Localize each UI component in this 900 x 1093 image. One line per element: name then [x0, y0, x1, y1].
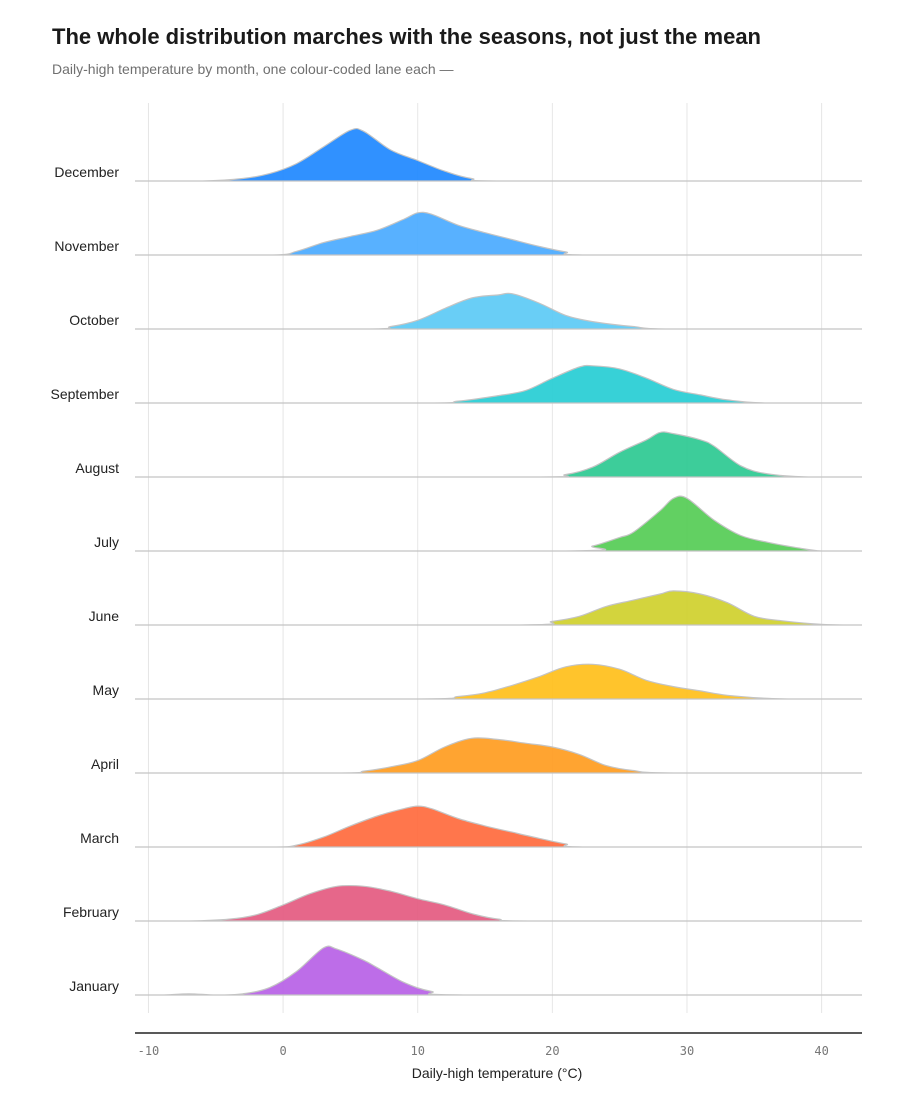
- x-axis-title: Daily-high temperature (°C): [412, 1065, 583, 1081]
- lane-july: July: [94, 495, 862, 552]
- chart-subtitle: Daily-high temperature by month, one col…: [52, 61, 454, 77]
- lane-label-february: February: [63, 904, 119, 920]
- density-november: [135, 211, 862, 256]
- x-tick-label: 30: [680, 1044, 694, 1058]
- density-september: [135, 364, 862, 404]
- density-april: [135, 737, 862, 774]
- lane-october: October: [69, 292, 862, 330]
- lane-label-december: December: [54, 164, 119, 180]
- lane-label-august: August: [75, 460, 119, 476]
- density-june: [135, 590, 863, 626]
- chart-title: The whole distribution marches with the …: [52, 24, 761, 49]
- density-february: [135, 884, 862, 922]
- lane-may: May: [93, 663, 862, 700]
- lane-june: June: [89, 590, 863, 626]
- density-october: [135, 292, 862, 330]
- lane-january: January: [69, 945, 862, 996]
- x-tick-label: 20: [545, 1044, 559, 1058]
- lane-april: April: [91, 737, 862, 774]
- density-may: [135, 663, 862, 700]
- lane-label-october: October: [69, 312, 119, 328]
- lane-august: August: [75, 431, 863, 478]
- lane-november: November: [54, 211, 862, 256]
- lane-december: December: [54, 127, 862, 182]
- lane-label-march: March: [80, 830, 119, 846]
- lane-september: September: [51, 364, 862, 404]
- lane-label-april: April: [91, 756, 119, 772]
- density-january: [134, 945, 862, 996]
- lane-label-june: June: [89, 608, 120, 624]
- x-axis: -10 0 10 20 30 40: [135, 1032, 862, 1058]
- density-july: [135, 495, 862, 552]
- x-tick-label: 0: [279, 1044, 286, 1058]
- lane-label-january: January: [69, 978, 119, 994]
- lane-february: February: [63, 884, 862, 922]
- density-december: [134, 127, 862, 182]
- x-tick-label: -10: [138, 1044, 160, 1058]
- x-tick-label: 10: [410, 1044, 424, 1058]
- density-august: [135, 431, 863, 478]
- lane-label-july: July: [94, 534, 119, 550]
- x-tick-label: 40: [814, 1044, 828, 1058]
- lane-march: March: [80, 805, 862, 848]
- lane-label-november: November: [54, 238, 119, 254]
- lane-label-may: May: [93, 682, 119, 698]
- density-march: [135, 805, 862, 848]
- lane-label-september: September: [51, 386, 120, 402]
- lanes: December November October September August Ju…: [51, 127, 863, 996]
